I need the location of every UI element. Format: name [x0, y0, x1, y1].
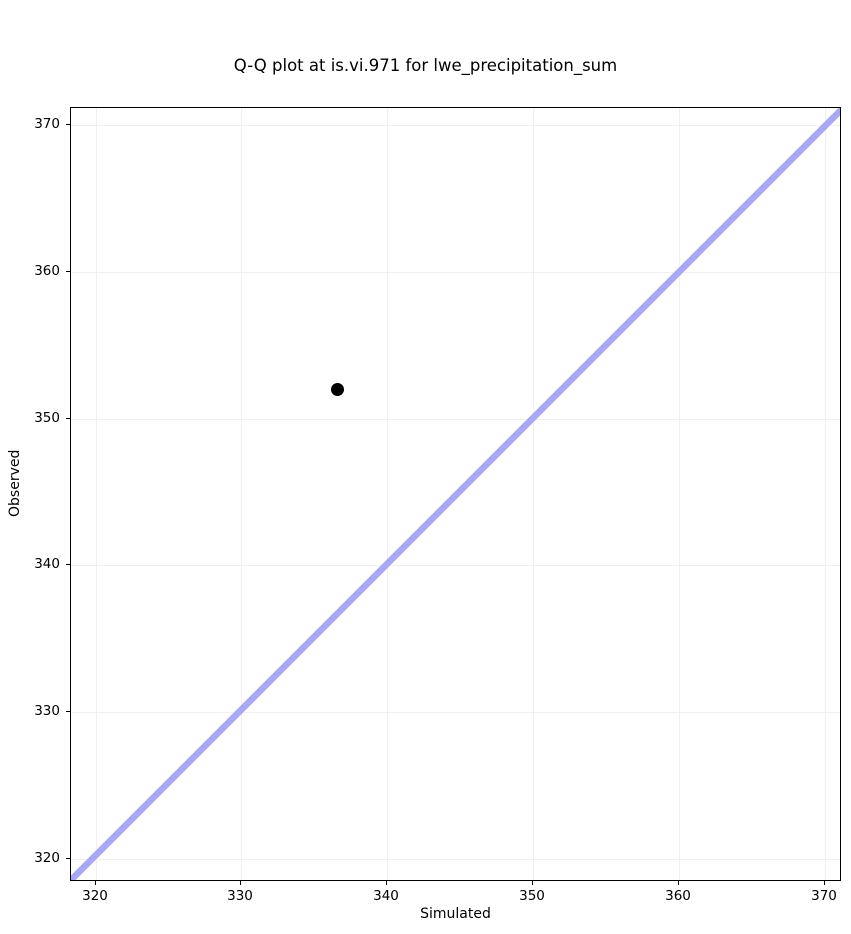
ticklabel-x-320: 320: [82, 888, 108, 904]
ticklabel-y-340: 340: [34, 556, 60, 572]
tick-y-350: [66, 418, 70, 420]
gridline-x-360: [679, 108, 681, 880]
ticklabel-x-370: 370: [811, 888, 837, 904]
ticklabel-y-320: 320: [34, 850, 60, 866]
gridline-x-350: [533, 108, 535, 880]
gridline-y-350: [71, 419, 840, 421]
ticklabel-y-330: 330: [34, 703, 60, 719]
data-point: [331, 383, 345, 397]
gridline-y-320: [71, 859, 840, 861]
ticklabel-y-350: 350: [34, 410, 60, 426]
plot-area: [70, 107, 841, 881]
ticklabel-x-340: 340: [373, 888, 399, 904]
identity-line: [71, 108, 840, 880]
gridline-x-340: [387, 108, 389, 880]
gridline-y-330: [71, 712, 840, 714]
ticklabel-x-360: 360: [665, 888, 691, 904]
tick-x-340: [386, 881, 388, 885]
tick-y-320: [66, 858, 70, 860]
gridline-y-340: [71, 565, 840, 567]
ticklabel-y-370: 370: [34, 116, 60, 132]
tick-x-350: [532, 881, 534, 885]
ticklabel-y-360: 360: [34, 263, 60, 279]
gridline-y-360: [71, 272, 840, 274]
tick-y-330: [66, 711, 70, 713]
tick-y-360: [66, 271, 70, 273]
y-axis-label: Observed: [7, 449, 23, 517]
tick-y-370: [66, 124, 70, 126]
chart-title-line-1: Q-Q plot at is.vi.971 for lwe_precipitat…: [233, 56, 618, 75]
ticklabel-x-330: 330: [227, 888, 253, 904]
gridline-y-370: [71, 125, 840, 127]
tick-y-340: [66, 564, 70, 566]
ticklabel-x-350: 350: [519, 888, 545, 904]
tick-x-360: [678, 881, 680, 885]
tick-x-370: [824, 881, 826, 885]
tick-x-320: [95, 881, 97, 885]
gridline-x-370: [825, 108, 827, 880]
tick-x-330: [240, 881, 242, 885]
gridline-x-330: [241, 108, 243, 880]
x-axis-label: Simulated: [420, 906, 491, 922]
gridline-x-320: [96, 108, 98, 880]
